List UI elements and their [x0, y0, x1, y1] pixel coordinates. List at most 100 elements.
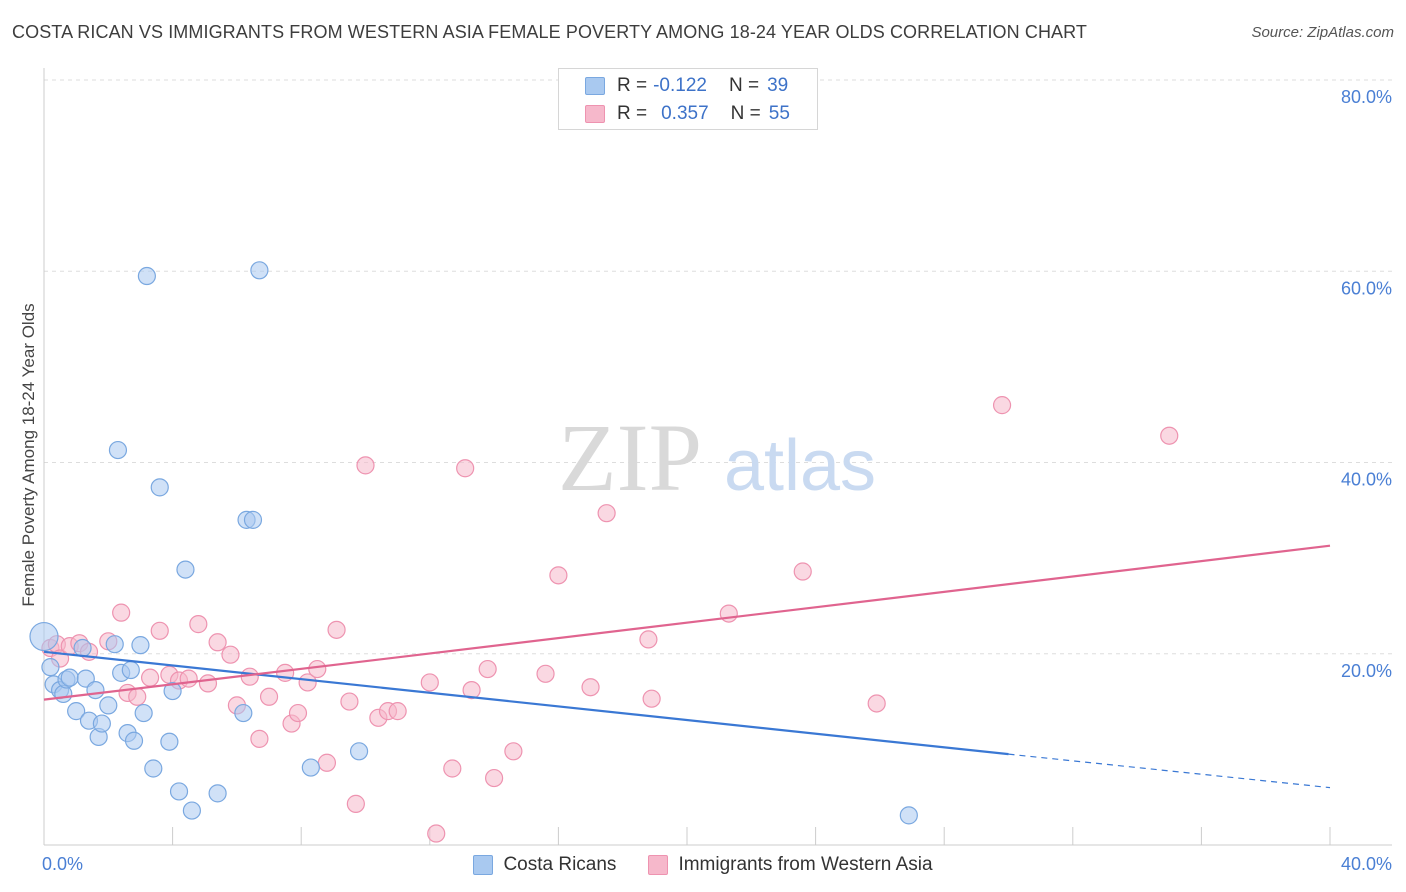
data-point: [60, 668, 79, 687]
data-point: [456, 459, 475, 478]
data-point: [163, 681, 182, 701]
data-point: [150, 478, 169, 497]
data-point: [144, 759, 163, 778]
data-point: [73, 638, 92, 658]
legend-n-label: N =: [728, 75, 760, 96]
trend-line-costa-ricans: [43, 650, 1009, 756]
legend-swatch-pink: [585, 105, 605, 123]
data-point: [719, 604, 738, 623]
data-point: [134, 703, 153, 723]
y-tick-label: 80.0%: [1341, 87, 1392, 107]
data-point: [581, 678, 600, 697]
data-point: [221, 645, 240, 664]
data-point: [86, 680, 105, 700]
y-axis-title-group: Female Poverty Among 18-24 Year Olds: [19, 303, 38, 606]
legend-row-costa-ricans: R = -0.122 N = 39: [585, 73, 788, 99]
data-point: [121, 660, 140, 680]
x-tick-label: 40.0%: [1341, 854, 1392, 874]
data-point: [1160, 426, 1179, 445]
data-point: [150, 621, 169, 640]
legend-row-immigrants: R = 0.357 N = 55: [585, 101, 790, 127]
data-point: [443, 759, 462, 778]
watermark-atlas: atlas: [724, 426, 876, 506]
data-point: [108, 440, 128, 460]
data-point: [179, 669, 198, 688]
data-point: [92, 714, 111, 733]
series-legend: Costa Ricans Immigrants from Western Asi…: [0, 852, 1406, 878]
data-point: [478, 659, 497, 679]
data-point: [642, 689, 661, 708]
y-tick-label: 40.0%: [1341, 470, 1392, 490]
data-point: [259, 687, 279, 706]
data-point: [128, 687, 147, 706]
data-point: [105, 635, 124, 654]
data-point: [420, 673, 439, 692]
data-point: [137, 266, 156, 286]
data-point: [67, 702, 86, 721]
data-point: [536, 664, 555, 683]
data-point: [160, 732, 179, 751]
y-tick-label: 60.0%: [1341, 278, 1392, 298]
stats-legend: R = -0.122 N = 39 R = 0.357 N = 55: [558, 68, 818, 130]
data-point: [388, 702, 407, 721]
data-point: [301, 758, 320, 777]
series-legend-label: Costa Ricans: [503, 854, 617, 875]
data-point: [41, 658, 60, 677]
data-point: [356, 456, 375, 475]
axes: [43, 68, 1392, 846]
trend-lines: [43, 544, 1331, 789]
data-point: [317, 753, 337, 772]
data-point: [549, 566, 568, 585]
watermark-zip: ZIP: [558, 404, 702, 511]
data-point: [250, 261, 269, 280]
y-tick-label: 20.0%: [1341, 661, 1392, 681]
series-legend-label: Immigrants from Western Asia: [678, 854, 933, 875]
data-point: [427, 824, 446, 843]
data-point: [639, 630, 658, 649]
legend-swatch-blue: [473, 855, 494, 875]
data-point: [308, 659, 327, 679]
data-point: [124, 731, 144, 750]
data-point: [992, 396, 1012, 415]
data-point: [346, 794, 365, 813]
data-point: [340, 692, 359, 711]
legend-r-label: R =: [617, 103, 648, 124]
data-point: [504, 742, 523, 761]
watermark: ZIP atlas: [558, 404, 876, 511]
legend-n-label: N =: [730, 103, 761, 124]
data-point: [349, 742, 369, 761]
data-point: [597, 504, 616, 523]
data-point: [327, 620, 346, 639]
data-point: [198, 674, 218, 693]
data-point: [243, 510, 263, 529]
data-point: [208, 784, 227, 803]
series-legend-costa-ricans[interactable]: Costa Ricans: [473, 854, 616, 876]
data-point: [99, 696, 118, 715]
grid-lines: [44, 79, 1392, 655]
tick-labels: 20.0% 40.0% 60.0% 80.0% 0.0% 40.0%: [42, 87, 1392, 874]
series-legend-immigrants[interactable]: Immigrants from Western Asia: [648, 854, 933, 876]
source-label: Source: ZipAtlas.com: [1251, 24, 1394, 41]
trend-line-costa-ricans-extension: [1008, 753, 1331, 789]
data-point: [182, 801, 201, 820]
data-point: [288, 703, 308, 723]
legend-r-value: 0.357: [661, 103, 709, 124]
data-point: [867, 694, 886, 713]
data-point: [899, 806, 918, 825]
data-point: [140, 668, 160, 687]
data-point: [485, 768, 504, 788]
trend-line-immigrants: [43, 544, 1331, 701]
data-point: [176, 560, 195, 579]
data-point: [298, 673, 317, 692]
legend-swatch-blue: [585, 77, 605, 95]
x-tick-label: 0.0%: [42, 854, 83, 874]
data-point: [462, 680, 481, 700]
data-point: [208, 633, 227, 652]
data-point: [189, 615, 208, 634]
data-point: [169, 782, 189, 801]
data-point: [793, 562, 812, 581]
data-point: [131, 636, 150, 655]
data-point: [112, 603, 131, 622]
data-point: [29, 621, 59, 652]
